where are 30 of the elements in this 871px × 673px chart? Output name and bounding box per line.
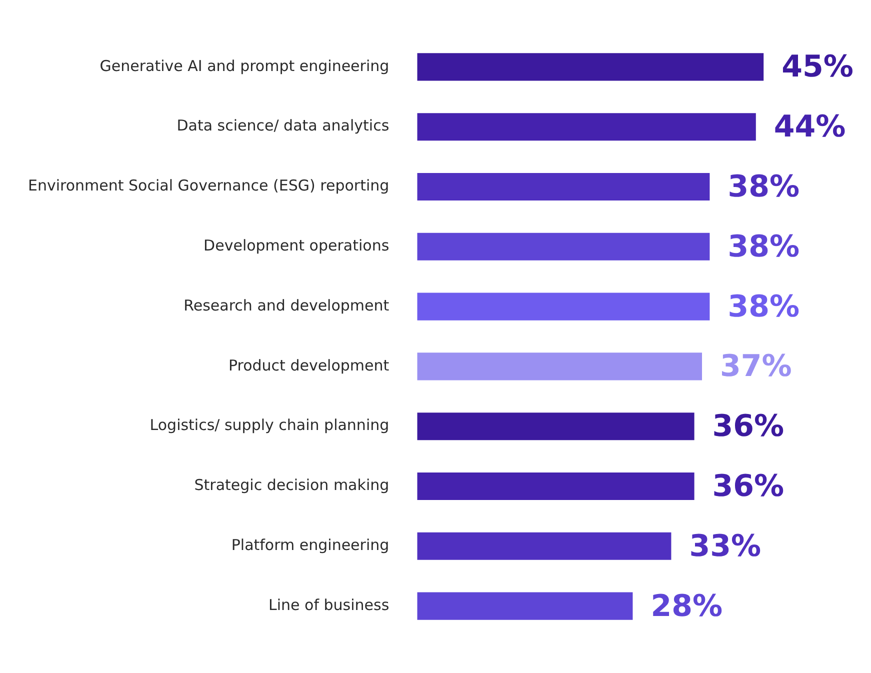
bar (417, 232, 710, 260)
bar (417, 532, 672, 560)
bar (417, 412, 694, 440)
data-label: 38% (728, 289, 800, 324)
data-label: 44% (774, 110, 846, 145)
y-tick-label: Platform engineering (231, 536, 390, 554)
bar (417, 53, 764, 81)
bar (417, 352, 702, 380)
bar (417, 292, 710, 320)
data-label: 37% (720, 349, 792, 384)
y-tick-label: Development operations (204, 236, 390, 255)
y-tick-label: Line of business (268, 596, 390, 614)
y-tick-label: Data science/ data analytics (176, 116, 390, 135)
bar (417, 472, 694, 500)
data-label: 36% (712, 469, 784, 504)
y-tick-label: Strategic decision making (194, 476, 390, 494)
data-label: 38% (728, 170, 800, 205)
data-label: 33% (689, 528, 762, 564)
y-tick-label: Environment Social Governance (ESG) reporting (28, 176, 390, 195)
y-tick-label: Generative AI and prompt engineering (100, 56, 390, 75)
data-label: 45% (782, 50, 854, 85)
bar (417, 592, 633, 620)
bar (417, 113, 756, 141)
data-label: 38% (728, 229, 800, 264)
y-tick-label: Research and development (184, 296, 390, 314)
data-label: 36% (712, 409, 784, 444)
y-tick-label: Logistics/ supply chain planning (150, 416, 390, 434)
y-tick-label: Product development (228, 356, 390, 374)
bar (417, 172, 710, 201)
data-label: 28% (650, 588, 723, 624)
